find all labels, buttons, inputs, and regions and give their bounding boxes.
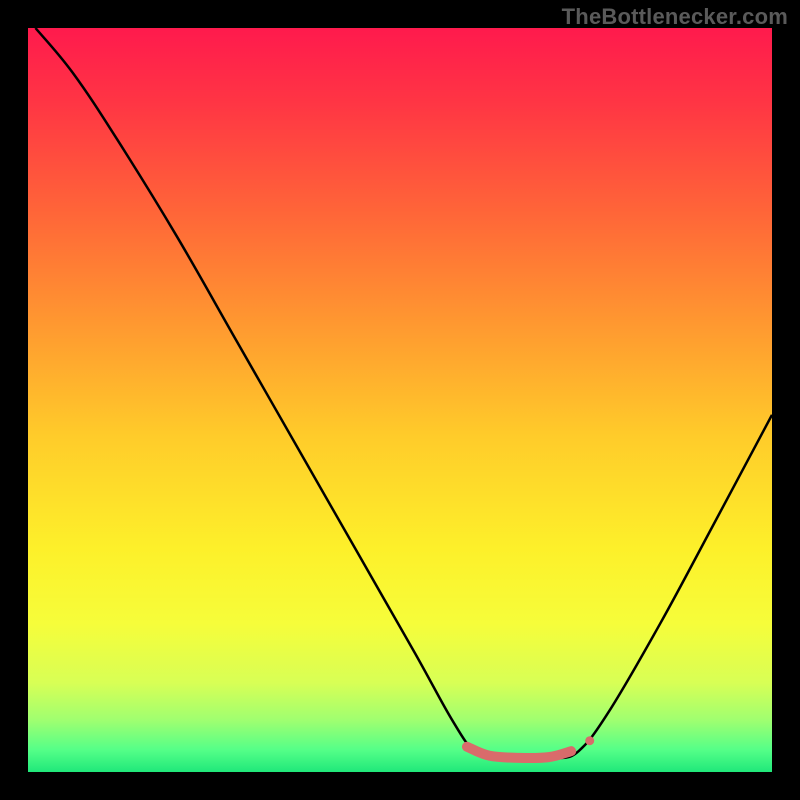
chart-container: TheBottlenecker.com bbox=[0, 0, 800, 800]
curve-layer bbox=[28, 28, 772, 772]
plot-area bbox=[28, 28, 772, 772]
bottleneck-curve bbox=[35, 28, 772, 760]
optimal-range-end-dot bbox=[585, 736, 594, 745]
watermark-text: TheBottlenecker.com bbox=[562, 4, 788, 30]
optimal-range-marker bbox=[467, 747, 571, 758]
